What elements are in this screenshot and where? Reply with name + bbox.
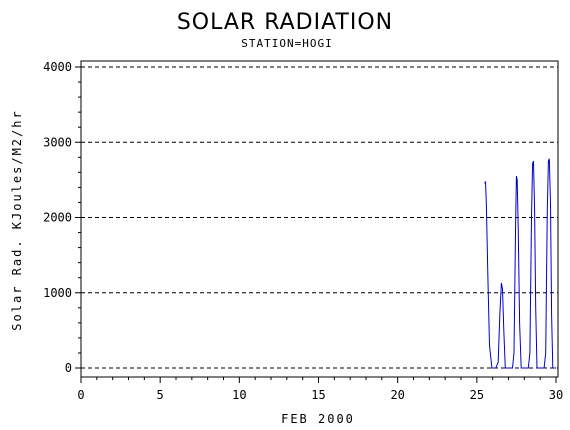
- x-axis-label: FEB 2000: [281, 412, 355, 426]
- x-tick-label-15: 15: [311, 388, 325, 402]
- x-tick-label-30: 30: [549, 388, 563, 402]
- x-tick-label-5: 5: [157, 388, 164, 402]
- series-line-0: [484, 158, 556, 369]
- axes: 0 1000 2000 3000 4000 0 5 10 15 20 25 30: [43, 60, 563, 402]
- y-axis-label: Solar Rad. KJoules/M2/hr: [10, 109, 24, 330]
- y-tick-label-3000: 3000: [43, 135, 72, 149]
- y-tick-label-4000: 4000: [43, 60, 72, 74]
- y-tick-label-2000: 2000: [43, 211, 72, 225]
- x-tick-label-25: 25: [470, 388, 484, 402]
- x-tick-label-0: 0: [77, 388, 84, 402]
- y-tick-label-1000: 1000: [43, 286, 72, 300]
- plot-frame: [80, 60, 559, 378]
- chart-subtitle: STATION=HOGI: [241, 37, 332, 50]
- y-tick-label-0: 0: [65, 361, 72, 375]
- grid-lines: [81, 66, 558, 369]
- chart-title: SOLAR RADIATION: [177, 10, 393, 35]
- x-tick-label-10: 10: [232, 388, 246, 402]
- x-tick-label-20: 20: [390, 388, 404, 402]
- series-layer: [484, 158, 556, 369]
